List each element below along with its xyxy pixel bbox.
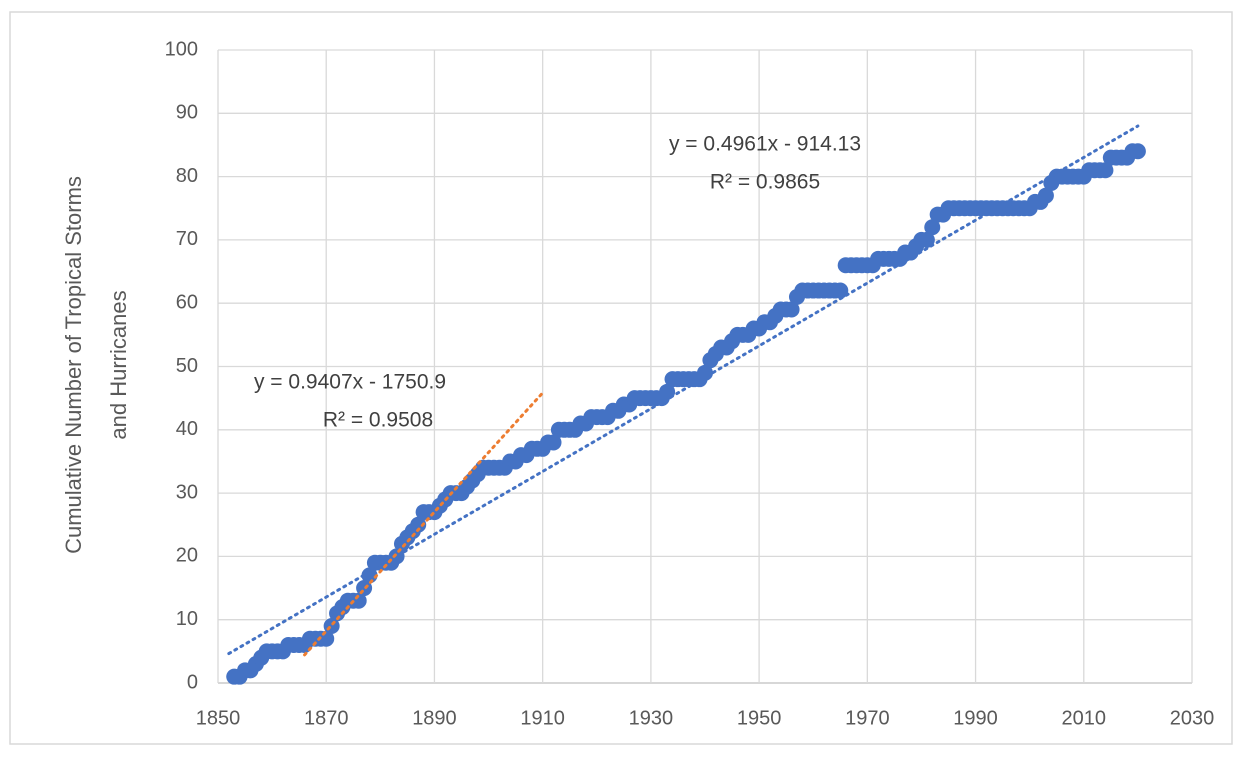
x-tick-label: 2030: [1170, 707, 1215, 729]
x-tick-label: 1950: [737, 707, 782, 729]
y-tick-label: 30: [176, 481, 198, 503]
trendline-r2: R² = 0.9508: [323, 409, 433, 432]
y-tick-label: 0: [187, 671, 198, 693]
plot: [226, 124, 1146, 685]
x-tick-label: 1870: [304, 707, 349, 729]
y-tick-label: 50: [176, 355, 198, 377]
data-point: [783, 301, 800, 318]
y-axis-label: and Hurricanes: [106, 290, 131, 439]
y-axis-label: Cumulative Number of Tropical Storms: [61, 176, 86, 554]
trendline: [227, 124, 1140, 656]
y-tick-label: 90: [176, 102, 198, 124]
y-tick-label: 10: [176, 608, 198, 630]
x-tick-label: 1910: [520, 707, 565, 729]
y-tick-label: 20: [176, 545, 198, 567]
data-point: [918, 231, 935, 248]
x-tick-label: 1990: [953, 707, 998, 729]
y-tick-label: 100: [165, 38, 198, 60]
data-point: [350, 592, 367, 609]
x-tick-label: 1930: [629, 707, 674, 729]
trendline-equation: y = 0.9407x - 1750.9: [254, 371, 446, 394]
data-point: [1097, 162, 1114, 179]
trendline: [303, 391, 545, 657]
grid: [217, 49, 1193, 684]
x-tick-label: 1890: [412, 707, 457, 729]
x-tick-label: 1970: [845, 707, 890, 729]
trendline-equation: y = 0.4961x - 914.13: [669, 133, 861, 156]
y-tick-label: 40: [176, 418, 198, 440]
data-point: [388, 548, 405, 565]
data-point: [1129, 143, 1146, 160]
x-tick-label: 2010: [1062, 707, 1107, 729]
chart-border: [9, 11, 1233, 745]
data-point: [1037, 187, 1054, 204]
y-tick-label: 80: [176, 165, 198, 187]
data-point: [361, 567, 378, 584]
data-point: [410, 516, 427, 533]
data-point: [832, 282, 849, 299]
y-tick-label: 60: [176, 291, 198, 313]
data-point: [924, 219, 941, 236]
y-tick-label: 70: [176, 228, 198, 250]
data-point: [697, 364, 713, 381]
trendline-r2: R² = 0.9865: [710, 171, 820, 194]
x-tick-label: 1850: [196, 707, 241, 729]
data-point: [545, 434, 562, 451]
